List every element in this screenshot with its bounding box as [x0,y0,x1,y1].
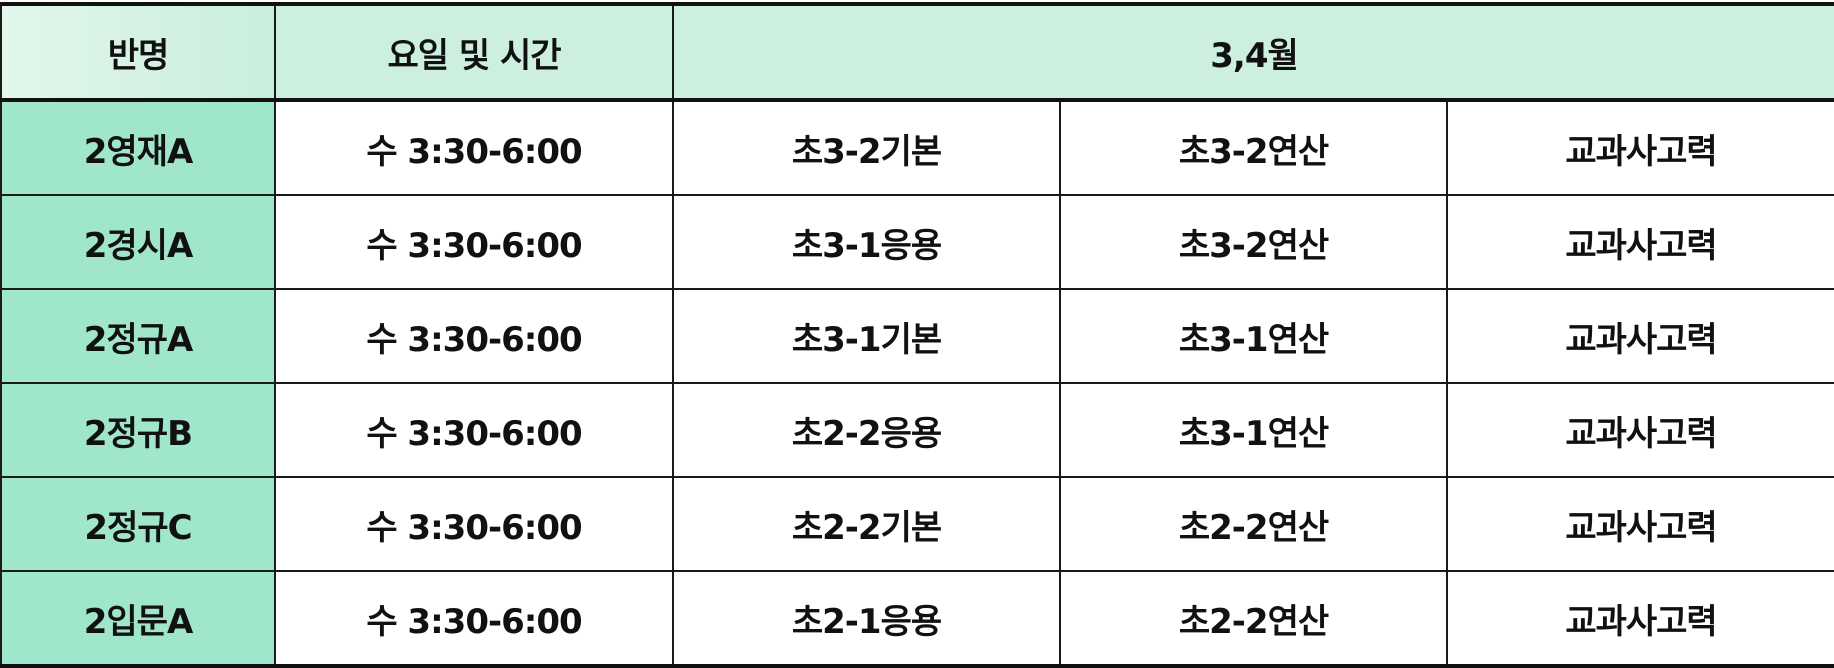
course-cell: 초2-2응용 [672,382,1061,478]
header-class-name: 반명 [0,2,276,102]
course-cell: 교과사고력 [1445,288,1834,384]
course-cell: 초3-2기본 [672,99,1061,196]
course-cell: 초3-1연산 [1059,288,1448,384]
course-cell: 초2-1응용 [672,570,1061,668]
class-name-cell: 2영재A [0,99,276,196]
course-cell: 초2-2연산 [1059,570,1448,668]
course-cell: 교과사고력 [1445,194,1834,290]
day-time-cell: 수 3:30-6:00 [274,382,674,478]
course-cell: 초3-1연산 [1059,382,1448,478]
table-body: 2영재A 수 3:30-6:00 초3-2기본 초3-2연산 교과사고력 2경시… [0,99,1834,668]
header-day-time: 요일 및 시간 [274,2,674,102]
course-cell: 교과사고력 [1445,476,1834,572]
table-row: 2영재A 수 3:30-6:00 초3-2기본 초3-2연산 교과사고력 [0,99,1834,196]
day-time-cell: 수 3:30-6:00 [274,288,674,384]
class-name-cell: 2정규A [0,288,276,384]
table-row: 2정규C 수 3:30-6:00 초2-2기본 초2-2연산 교과사고력 [0,476,1834,572]
class-name-cell: 2입문A [0,570,276,668]
class-name-cell: 2정규C [0,476,276,572]
day-time-cell: 수 3:30-6:00 [274,570,674,668]
course-cell: 초3-1응용 [672,194,1061,290]
table-row: 2정규A 수 3:30-6:00 초3-1기본 초3-1연산 교과사고력 [0,288,1834,384]
course-cell: 교과사고력 [1445,570,1834,668]
table-row: 2정규B 수 3:30-6:00 초2-2응용 초3-1연산 교과사고력 [0,382,1834,478]
table-row: 2경시A 수 3:30-6:00 초3-1응용 초3-2연산 교과사고력 [0,194,1834,290]
course-cell: 초2-2연산 [1059,476,1448,572]
header-months: 3,4월 [671,2,1834,102]
class-name-cell: 2정규B [0,382,276,478]
day-time-cell: 수 3:30-6:00 [274,194,674,290]
course-cell: 초3-1기본 [672,288,1061,384]
course-cell: 초3-2연산 [1059,99,1448,196]
course-cell: 초3-2연산 [1059,194,1448,290]
day-time-cell: 수 3:30-6:00 [274,476,674,572]
header-row: 반명 요일 및 시간 3,4월 [0,2,1834,102]
table-row: 2입문A 수 3:30-6:00 초2-1응용 초2-2연산 교과사고력 [0,570,1834,668]
course-cell: 교과사고력 [1445,99,1834,196]
class-name-cell: 2경시A [0,194,276,290]
table-header: 반명 요일 및 시간 3,4월 [0,2,1834,102]
day-time-cell: 수 3:30-6:00 [274,99,674,196]
course-cell: 초2-2기본 [672,476,1061,572]
course-cell: 교과사고력 [1445,382,1834,478]
